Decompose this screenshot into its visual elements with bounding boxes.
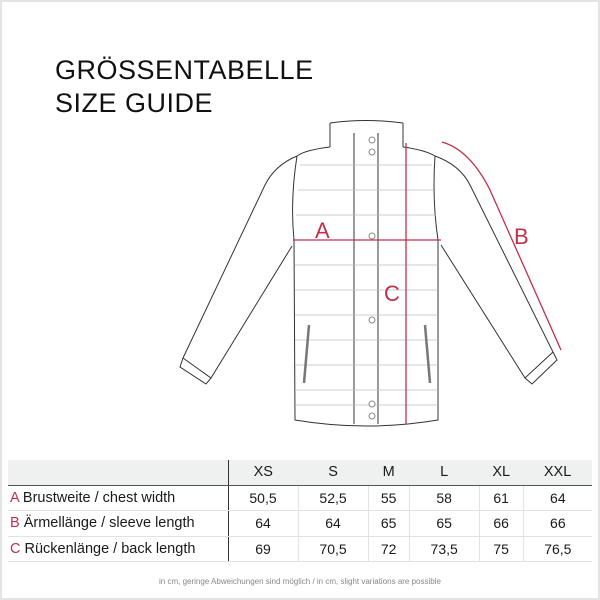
cell: 70,5 <box>297 536 369 562</box>
right-cuff <box>524 351 558 385</box>
size-xxl: XXL <box>523 460 592 486</box>
size-l: L <box>409 460 480 486</box>
cell: 58 <box>408 485 480 511</box>
left-sleeve <box>182 155 298 379</box>
table-row-chest: A Brustweite / chest width 50,5 52,5 55 58 6… <box>8 485 592 511</box>
cell: 52,5 <box>297 485 369 511</box>
left-cuff <box>179 357 212 385</box>
size-xl: XL <box>479 460 524 486</box>
cell: 65 <box>408 510 480 537</box>
buttons <box>368 136 376 420</box>
cell: 64 <box>522 485 592 511</box>
size-table: XS S M L XL XXL A Brustweite / chest wid… <box>8 460 592 562</box>
row-label: Ärmellänge / sleeve length <box>23 515 195 532</box>
cell: 55 <box>367 485 410 511</box>
cell: 65 <box>367 510 410 537</box>
collar <box>329 120 404 147</box>
cell: 69 <box>227 536 299 562</box>
cell: 76,5 <box>522 536 592 562</box>
cell: 50,5 <box>227 485 299 511</box>
cell: 72 <box>367 536 410 562</box>
size-m: M <box>368 460 410 486</box>
row-label: Rückenlänge / back length <box>24 540 196 557</box>
label-c: C <box>384 281 400 306</box>
jacket-diagram: A B C <box>179 120 562 427</box>
right-sleeve <box>434 155 554 379</box>
quilting-lines <box>295 164 438 406</box>
measure-line-b <box>441 141 562 351</box>
header-empty <box>8 460 229 486</box>
jacket-body <box>292 146 439 427</box>
row-letter: A <box>10 489 19 506</box>
title-german: GRÖSSENTABELLE <box>55 55 314 85</box>
label-a: A <box>315 218 330 243</box>
cell: 75 <box>478 536 524 562</box>
size-s: S <box>298 460 369 486</box>
table-row-sleeve: B Ärmellänge / sleeve length 64 64 65 65 66 6… <box>8 510 592 537</box>
row-letter: C <box>10 540 21 557</box>
label-b: B <box>514 224 529 249</box>
pocket-zippers <box>302 324 432 384</box>
title-english: SIZE GUIDE <box>55 88 214 118</box>
size-header-row: XS S M L XL XXL <box>8 460 592 486</box>
placket <box>353 133 379 424</box>
row-letter: B <box>10 515 20 532</box>
cell: 66 <box>478 510 524 537</box>
cell: 73,5 <box>408 536 480 562</box>
row-label: Brustweite / chest width <box>22 489 176 506</box>
cell: 61 <box>478 485 524 511</box>
cell: 64 <box>297 510 369 537</box>
cell: 66 <box>522 510 592 537</box>
footnote: in cm, geringe Abweichungen sind möglich… <box>159 577 441 586</box>
size-xs: XS <box>228 460 299 486</box>
table-row-back: C Rückenlänge / back length 69 70,5 72 73,5… <box>8 536 592 562</box>
cell: 64 <box>227 510 299 537</box>
